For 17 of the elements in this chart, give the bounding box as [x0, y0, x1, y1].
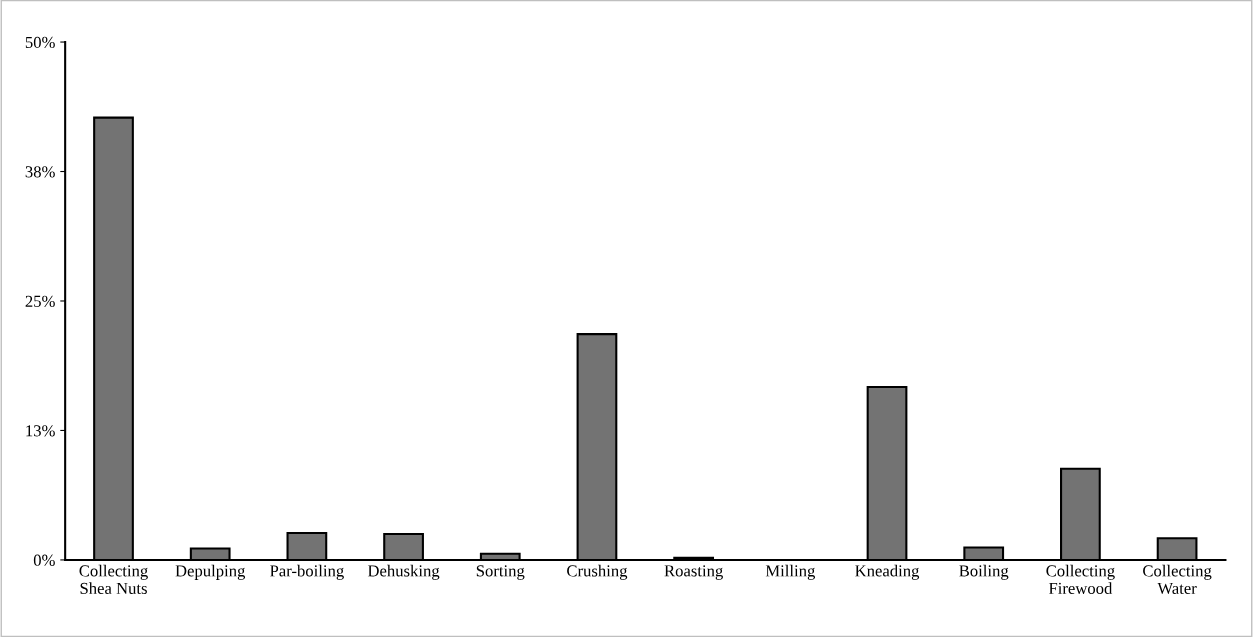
x-tick-label: Crushing	[567, 564, 628, 580]
x-tick-label: Depulping	[175, 564, 246, 580]
x-tick-label: Milling	[765, 564, 816, 580]
x-tick-label: Par-boiling	[270, 564, 344, 580]
y-tick-label: 0%	[33, 554, 55, 566]
y-tick-label: 38%	[25, 166, 55, 178]
x-tick-label: Collecting Firewood	[1046, 564, 1115, 594]
x-tick-label: Kneading	[855, 564, 920, 580]
x-tick-label: Dehusking	[367, 564, 440, 580]
x-tick-label: Collecting Water	[1143, 564, 1212, 595]
x-tick-label: Roasting	[664, 565, 723, 580]
x-tick-label: Sorting	[476, 565, 525, 580]
y-tick-label: 13%	[26, 425, 55, 437]
x-tick-label: Boiling	[959, 564, 1009, 580]
x-tick-label: Collecting Shea Nuts	[79, 564, 148, 594]
y-tick-label: 50%	[25, 36, 55, 49]
y-tick-label: 25%	[25, 295, 55, 307]
